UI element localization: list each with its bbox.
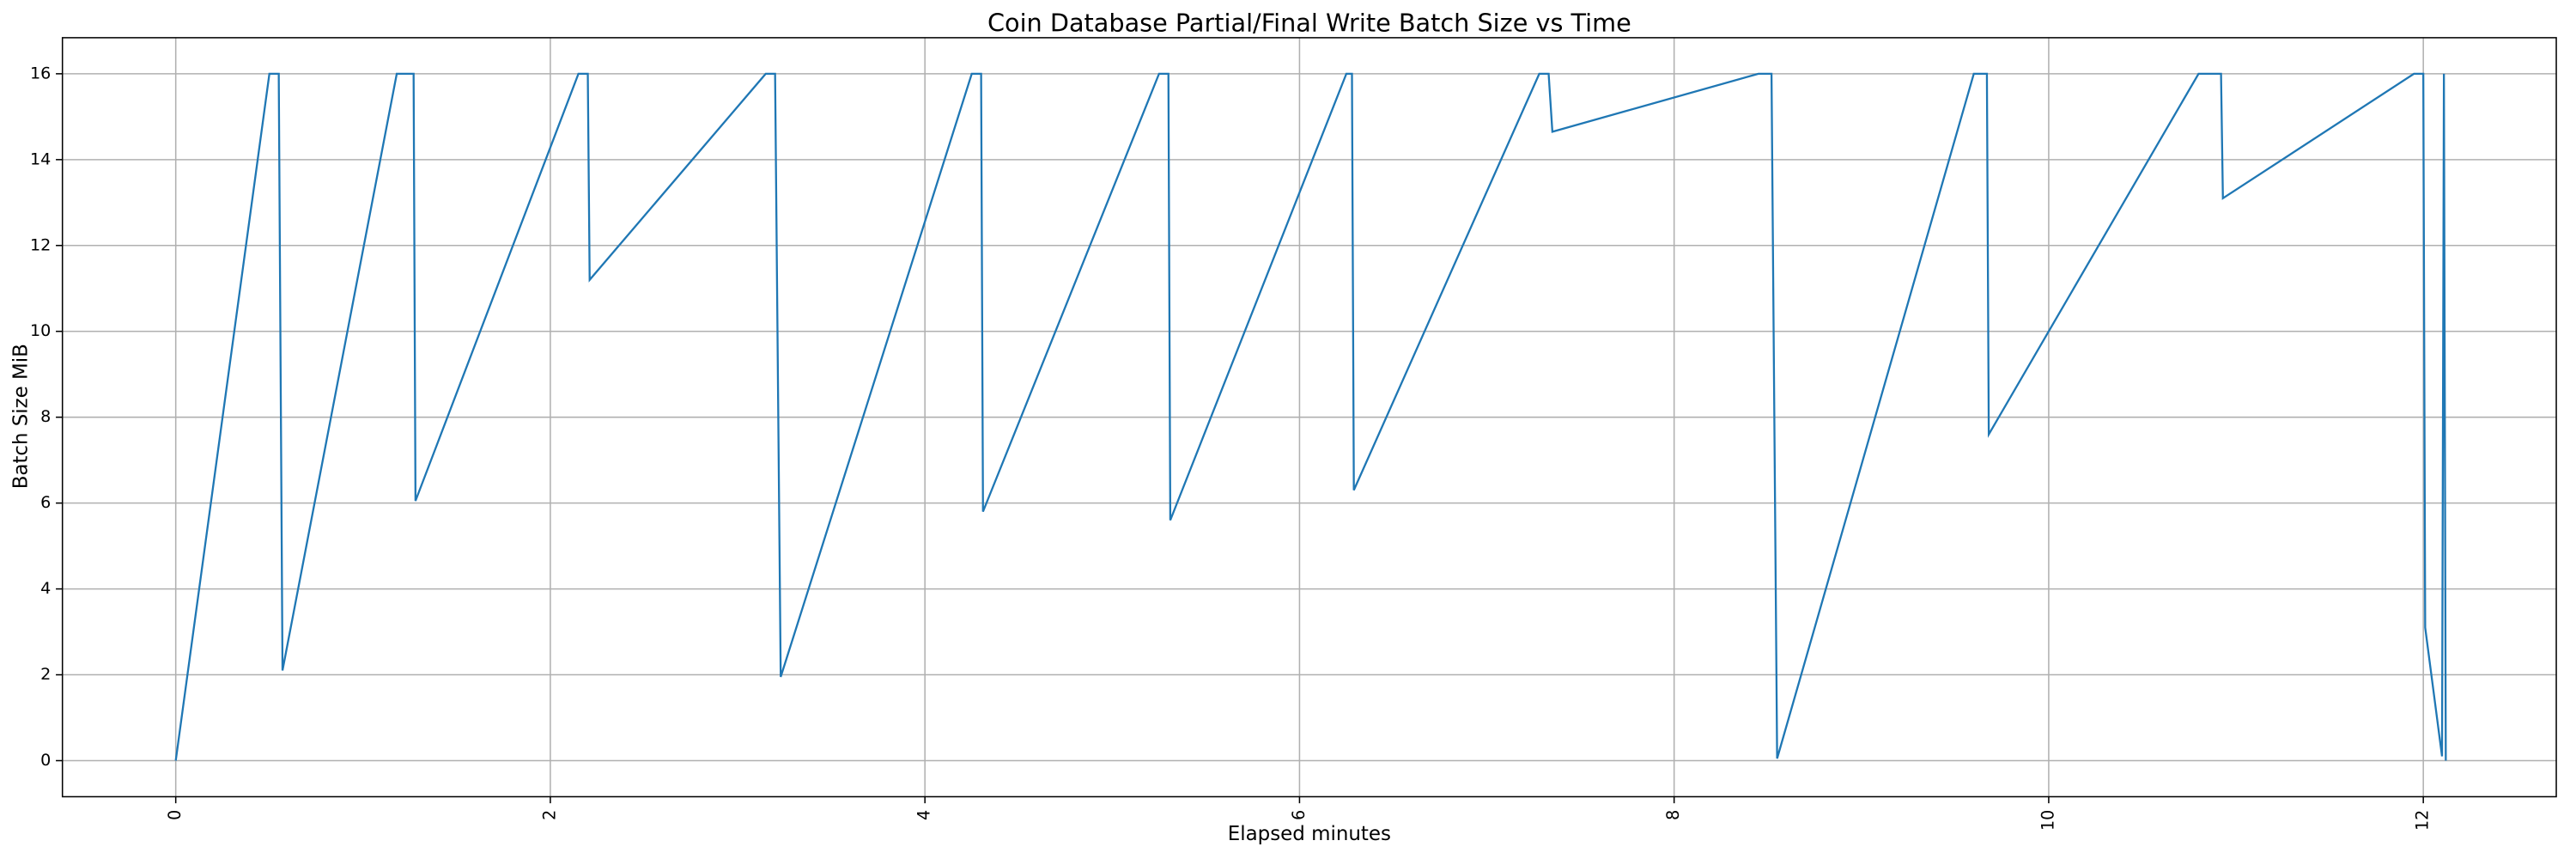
y-tick-label: 0 [40, 750, 51, 770]
x-tick-label: 10 [2038, 810, 2057, 831]
y-axis-label: Batch Size MiB [9, 344, 32, 489]
x-tick-label: 0 [165, 810, 185, 820]
x-tick-label: 6 [1289, 810, 1309, 820]
y-tick-label: 8 [40, 406, 51, 426]
chart-title: Coin Database Partial/Final Write Batch … [987, 9, 1631, 38]
y-tick-label: 14 [30, 149, 51, 168]
y-tick-label: 10 [30, 320, 51, 340]
data-line [174, 72, 2447, 761]
x-tick-label: 2 [539, 810, 559, 820]
x-tick-label: 12 [2413, 810, 2433, 831]
y-tick-label: 4 [40, 578, 51, 598]
plot-frame [61, 37, 2557, 798]
y-tick-label: 16 [30, 63, 51, 82]
x-tick-label: 8 [1663, 810, 1683, 820]
x-tick-label: 4 [914, 810, 934, 820]
y-tick-label: 6 [40, 492, 51, 512]
x-axis-label: Elapsed minutes [1228, 823, 1391, 845]
y-tick-label: 12 [30, 235, 51, 254]
y-tick-label: 2 [40, 664, 51, 684]
